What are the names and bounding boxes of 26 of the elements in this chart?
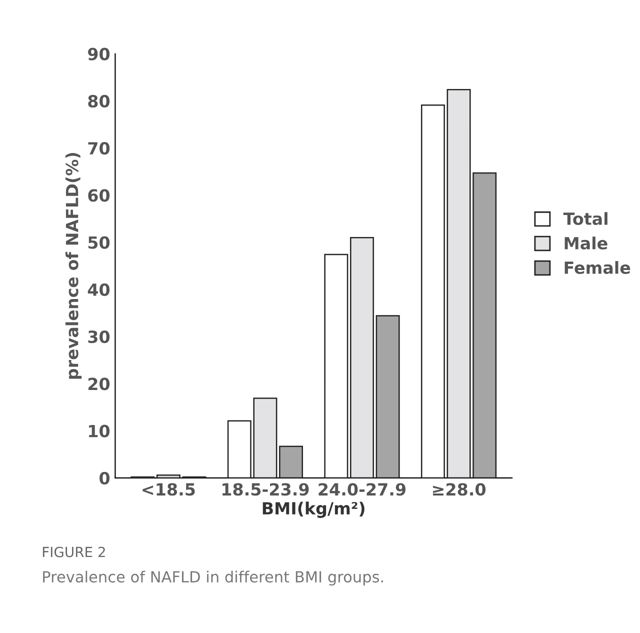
bar (324, 254, 348, 478)
legend-label: Total (563, 212, 608, 226)
x-axis-title: BMI(kg/m²) (262, 502, 364, 518)
y-tick-label: 50 (88, 236, 110, 249)
bar (376, 315, 400, 478)
x-tick-label: <18.5 (142, 483, 195, 496)
y-tick-label: 30 (88, 330, 110, 344)
x-tick-label: ≥28.0 (432, 483, 486, 496)
y-tick-label: 40 (88, 283, 110, 296)
legend-label: Female (564, 261, 630, 274)
y-tick-label: 10 (89, 424, 110, 438)
x-tick-label: 24.0-27.9 (318, 483, 406, 496)
y-axis-title: prevalence of NAFLD(%) (65, 153, 82, 379)
legend-label: Male (564, 236, 608, 250)
y-tick-label: 90 (88, 48, 110, 60)
y-tick-label: 70 (88, 142, 110, 155)
y-tick-label: 0 (100, 472, 110, 484)
y-tick-label: 20 (88, 378, 110, 390)
text: Prevalence of NAFLD in different BMI groups. (43, 570, 383, 586)
bar (420, 104, 445, 478)
y-tick-label: 60 (88, 189, 110, 202)
caption: FIGURE 2 (42, 546, 105, 558)
x-tick-label: 18.5-23.9 (222, 483, 309, 496)
y-tick-label: 80 (88, 94, 110, 108)
bar (350, 236, 374, 478)
bar (279, 446, 303, 478)
